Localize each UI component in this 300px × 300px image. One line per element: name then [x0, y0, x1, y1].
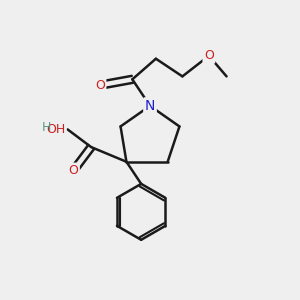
Text: O: O	[68, 164, 78, 177]
Text: O: O	[204, 49, 214, 62]
Text: OH: OH	[46, 123, 65, 136]
Text: O: O	[95, 79, 105, 92]
Text: N: N	[145, 99, 155, 113]
Text: H: H	[42, 121, 51, 134]
